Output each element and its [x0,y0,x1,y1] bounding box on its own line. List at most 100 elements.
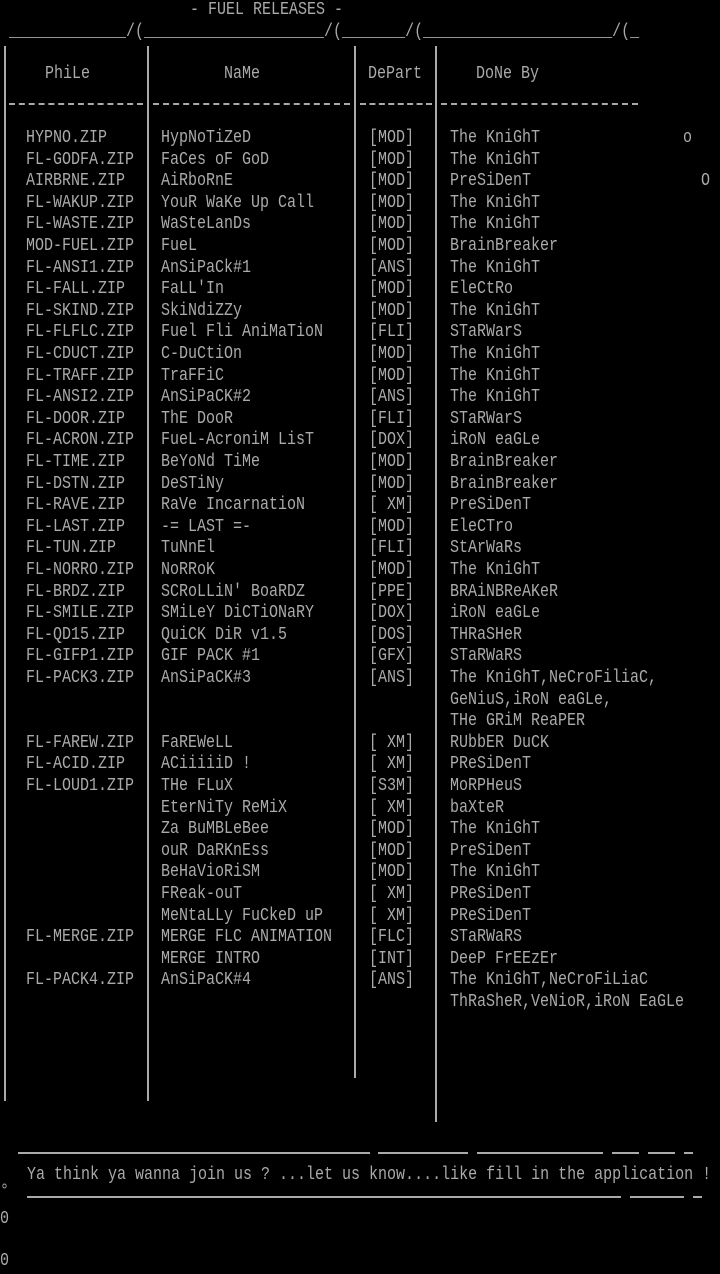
footer-rule-top [684,1152,693,1154]
column-divider [147,46,149,1101]
row-done-by: ThRaSheR,VeNioR,iRoN EaGLe [450,991,685,1013]
row-done-by: GeNiuS,iRoN eaGLe, [450,689,613,710]
row-name: NoRRoK [161,559,216,581]
row-done-by: iRoN eaGLe [450,602,541,624]
row-file: FL-QD15.ZIP [26,624,126,645]
row-done-by: DeeP FrEEzEr [450,948,559,969]
row-depart: [GFX] [369,646,415,667]
row-name: FueL [161,235,198,257]
row-depart: [FLI] [369,322,415,343]
row-file: FL-TUN.ZIP [26,538,117,559]
row-name: FReak-ouT [161,883,243,905]
row-name: ThE DooR [161,408,234,429]
row-name: FaREWeLL [161,732,234,753]
row-depart: [ XM] [369,905,415,926]
row-depart: [MOD] [369,300,415,321]
row-file: FL-TRAFF.ZIP [26,365,135,386]
row-done-by: PReSiDenT [450,905,532,926]
row-depart: [ XM] [369,797,415,818]
row-done-by: THRaSHeR [450,624,523,645]
row-depart: [ XM] [369,754,415,775]
row-done-by: The KniGhT [450,559,541,581]
row-file: FL-RAVE.ZIP [26,494,126,516]
row-done-by: The KniGhT [450,300,541,321]
row-done-by: STaRWaRS [450,646,523,667]
row-file: FL-SKIND.ZIP [26,300,135,321]
row-name: GIF PACK #1 [161,646,261,667]
page-title: - FUEL RELEASES - [190,0,344,21]
row-name: AiRboRnE [161,170,234,192]
row-done-by: The KniGhT [450,862,541,883]
row-depart: [ XM] [369,732,415,753]
header-separator [153,103,350,106]
row-name: FaCes oF GoD [161,149,270,170]
row-file: FL-MERGE.ZIP [26,926,135,948]
row-name: C-DuCtiOn [161,343,243,365]
footer-rule-top [648,1152,675,1154]
row-file: FL-WASTE.ZIP [26,214,135,235]
row-file: FL-ANSI2.ZIP [26,386,135,408]
row-name: SCRoLLiN' BoaRDZ [161,581,306,602]
header-depart: DePart [368,63,423,85]
row-name: FueL-AcroniM LisT [161,430,315,451]
row-depart: [ANS] [369,667,415,689]
row-file: FL-SMILE.ZIP [26,602,135,624]
row-depart: [DOX] [369,602,415,624]
row-done-by: baXteR [450,797,505,818]
decor-small-o: o [683,127,693,149]
row-file: FL-DOOR.ZIP [26,408,126,429]
row-depart: [MOD] [369,235,415,257]
row-name: BeHaVioRiSM [161,862,261,883]
row-name: THe FLuX [161,775,234,797]
row-depart: [MOD] [369,214,415,235]
footer-rule-top [612,1152,639,1154]
row-name: AnSiPaCK#4 [161,970,252,991]
row-done-by: The KniGhT,NeCroFiliaC, [450,667,658,689]
decor-zero: 0 [0,1208,10,1230]
row-name: EterNiTy ReMiX [161,797,288,818]
row-name: BeYoNd TiMe [161,451,261,473]
row-depart: [FLC] [369,926,415,948]
row-depart: [MOD] [369,451,415,473]
column-divider [4,46,6,1101]
footer-rule-top [18,1152,370,1154]
row-name: Fuel Fli AniMaTioN [161,322,324,343]
row-name: TuNnEl [161,538,216,559]
row-done-by: The KniGhT [450,257,541,278]
footer-rule-bottom [27,1196,621,1198]
row-done-by: PreSiDenT [450,840,532,861]
row-name: ACiiiiiD ! [161,754,252,775]
row-name: MeNtaLLy FuCkeD uP [161,905,324,926]
row-depart: [MOD] [369,818,415,840]
row-depart: [MOD] [369,192,415,213]
row-done-by: The KniGhT [450,214,541,235]
decor-degree: ° [0,1181,10,1203]
row-name: AnSiPaCK#3 [161,667,252,689]
row-name: -= LAST =- [161,516,252,537]
row-depart: [MOD] [369,170,415,192]
row-done-by: STaRWaRS [450,926,523,948]
row-done-by: EleCTro [450,516,514,537]
row-done-by: PReSiDenT [450,754,532,775]
column-divider [435,46,437,1122]
row-done-by: The KniGhT [450,386,541,408]
row-depart: [ XM] [369,883,415,905]
row-depart: [PPE] [369,581,415,602]
row-done-by: The KniGhT [450,343,541,365]
row-depart: [MOD] [369,149,415,170]
row-done-by: The KniGhT [450,192,541,213]
row-name: SkiNdiZZy [161,300,243,321]
row-file: FL-FALL.ZIP [26,278,126,300]
row-done-by: THe GRiM ReaPER [450,710,586,732]
row-name: AnSiPaCk#1 [161,257,252,278]
row-depart: [FLI] [369,408,415,429]
column-divider [354,46,356,1078]
row-done-by: PreSiDenT [450,494,532,516]
row-done-by: The KniGhT [450,818,541,840]
footer-rule-bottom [693,1196,702,1198]
row-done-by: BrainBreaker [450,235,559,257]
decor-zero: 0 [0,1250,10,1272]
row-done-by: iRoN eaGLe [450,430,541,451]
row-done-by: BrainBreaker [450,473,559,494]
row-depart: [MOD] [369,862,415,883]
